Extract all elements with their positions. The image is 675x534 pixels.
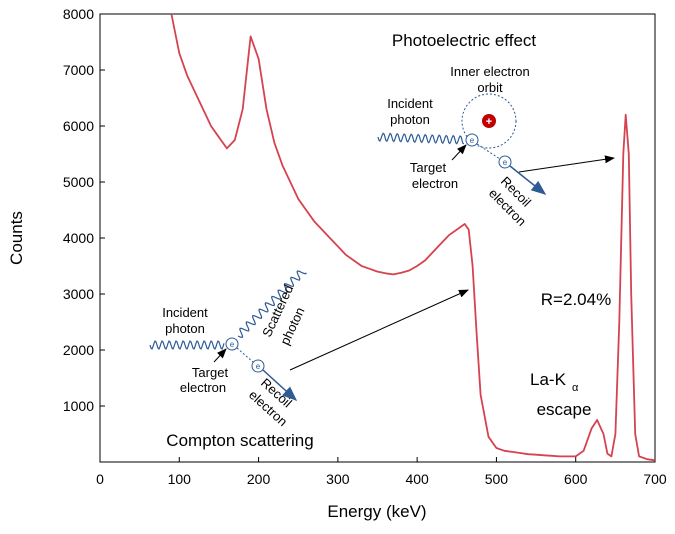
- y-tick-label: 7000: [63, 62, 94, 78]
- path: [236, 347, 254, 363]
- orbit-label: Inner electron: [450, 64, 530, 79]
- y-tick-label: 5000: [63, 174, 94, 190]
- path: [476, 143, 501, 160]
- incident-label: Incident: [387, 96, 433, 111]
- x-tick-label: 400: [405, 471, 429, 487]
- target-label: Target: [410, 160, 447, 175]
- nucleus-sign: +: [486, 116, 492, 128]
- escape-subscript: α: [572, 382, 579, 394]
- photoelectric-title: Photoelectric effect: [392, 31, 537, 50]
- y-tick-label: 6000: [63, 118, 94, 134]
- y-tick-label: 8000: [63, 6, 94, 22]
- electron-symbol: e: [230, 340, 235, 349]
- x-tick-label: 300: [326, 471, 350, 487]
- recoil-arrow: [262, 369, 298, 402]
- pointer: [518, 155, 615, 173]
- electron-symbol: e: [256, 362, 261, 371]
- pointer: [213, 348, 227, 363]
- y-tick-label: 2000: [63, 342, 94, 358]
- escape-label: La-K: [530, 370, 567, 389]
- target-label: electron: [412, 176, 458, 191]
- incident-label: photon: [390, 112, 430, 127]
- x-tick-label: 500: [485, 471, 509, 487]
- photon-wave: [237, 270, 307, 339]
- electron-symbol: e: [470, 136, 475, 145]
- incident-label: Incident: [162, 305, 208, 320]
- target-label: Target: [192, 365, 229, 380]
- y-tick-label: 3000: [63, 286, 94, 302]
- orbit-label: orbit: [477, 80, 503, 95]
- pointer: [451, 144, 467, 161]
- y-axis-title: Counts: [7, 211, 26, 265]
- x-tick-label: 200: [247, 471, 271, 487]
- incident-label: photon: [165, 321, 205, 336]
- electron: [251, 359, 265, 373]
- electron-symbol: e: [503, 158, 508, 167]
- resolution-label: R=2.04%: [541, 290, 611, 309]
- recoil-arrow: [509, 165, 547, 195]
- electron: [465, 133, 479, 147]
- compton-title: Compton scattering: [166, 431, 313, 450]
- electron: [498, 155, 512, 169]
- nucleus: [482, 114, 496, 128]
- x-axis-title: Energy (keV): [327, 502, 426, 521]
- photon-wave: [377, 132, 465, 145]
- x-tick-label: 0: [96, 471, 104, 487]
- electron: [225, 337, 239, 351]
- pointer: [289, 289, 469, 371]
- orbit: [461, 93, 517, 149]
- photon-wave: [149, 340, 225, 350]
- x-tick-label: 600: [564, 471, 588, 487]
- y-tick-label: 1000: [63, 398, 94, 414]
- x-tick-label: 700: [643, 471, 667, 487]
- x-tick-label: 100: [168, 471, 192, 487]
- escape-text: escape: [537, 400, 592, 419]
- target-label: electron: [180, 380, 226, 395]
- y-tick-label: 4000: [63, 230, 94, 246]
- spectrum-line: [170, 13, 656, 462]
